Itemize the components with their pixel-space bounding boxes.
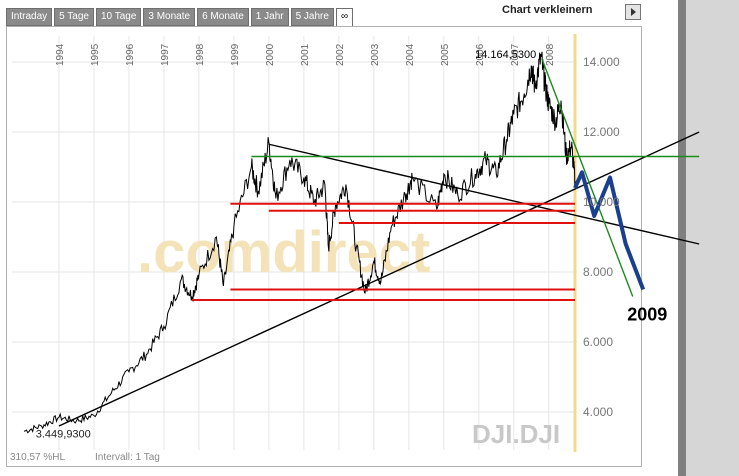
panel-edge	[678, 0, 686, 476]
footer-range: 310,57 %HL	[10, 452, 66, 463]
annotation-label: 2009	[627, 305, 667, 325]
tab-5[interactable]: 1 Jahr	[250, 8, 289, 26]
x-tick-label: 2000	[265, 43, 276, 66]
x-tick-label: 2001	[300, 43, 311, 66]
x-tick-label: 2006	[475, 43, 486, 66]
chart-frame	[6, 26, 642, 467]
tab-2[interactable]: 10 Tage	[95, 8, 142, 26]
forecast-line	[573, 170, 646, 291]
black-trendline	[268, 143, 700, 245]
y-tick-label: 10.000	[583, 195, 620, 209]
timeframe-tabs: Intraday 5 Tage 10 Tage 3 Monate 6 Monate 1 J…	[6, 8, 355, 27]
x-tick-label: 1999	[230, 43, 241, 66]
tab-0[interactable]: Intraday	[6, 8, 53, 26]
y-tick-label: 14.000	[583, 55, 620, 69]
lines-layer	[23, 51, 700, 434]
black-trendline	[58, 131, 700, 427]
annotation-label: 3.449,9300	[36, 428, 91, 440]
grid-layer	[12, 34, 577, 452]
arrow-right-icon	[630, 8, 636, 16]
green-trendline	[541, 58, 634, 297]
tab-1[interactable]: 5 Tage	[54, 8, 94, 26]
y-tick-label: 4.000	[583, 405, 613, 419]
x-tick-label: 2008	[545, 43, 556, 66]
tab-3[interactable]: 3 Monate	[143, 8, 196, 26]
tab-7[interactable]: ∞	[335, 8, 354, 27]
tab-6[interactable]: 5 Jahre	[290, 8, 334, 26]
tab-4[interactable]: 6 Monate	[197, 8, 249, 26]
shrink-chart-label[interactable]: Chart verkleinern	[502, 4, 593, 16]
y-tick-label: 6.000	[583, 335, 613, 349]
shrink-chart-button[interactable]	[625, 4, 641, 20]
x-tick-label: 2002	[335, 43, 346, 66]
y-tick-label: 8.000	[583, 265, 613, 279]
labels-layer: 1994 1995 1996 1997 1998 1999 2000 2001 2002 2003…	[36, 43, 668, 440]
x-tick-label: 2003	[370, 43, 381, 66]
x-tick-label: 2005	[440, 43, 451, 66]
x-tick-label: 1994	[55, 43, 66, 66]
x-tick-label: 1995	[90, 43, 101, 66]
footer-interval: Intervall: 1 Tag	[95, 452, 160, 463]
x-tick-label: 1998	[195, 43, 206, 66]
annotation-label: 14.164,5300	[475, 49, 536, 61]
x-tick-label: 1997	[160, 43, 171, 66]
x-tick-label: 1996	[125, 43, 136, 66]
x-tick-label: 2007	[510, 43, 521, 66]
symbol-label: DJI.DJI	[472, 419, 560, 449]
x-tick-label: 2004	[405, 43, 416, 66]
y-tick-label: 12.000	[583, 125, 620, 139]
right-panel-background	[678, 0, 739, 476]
price-line	[23, 51, 576, 434]
